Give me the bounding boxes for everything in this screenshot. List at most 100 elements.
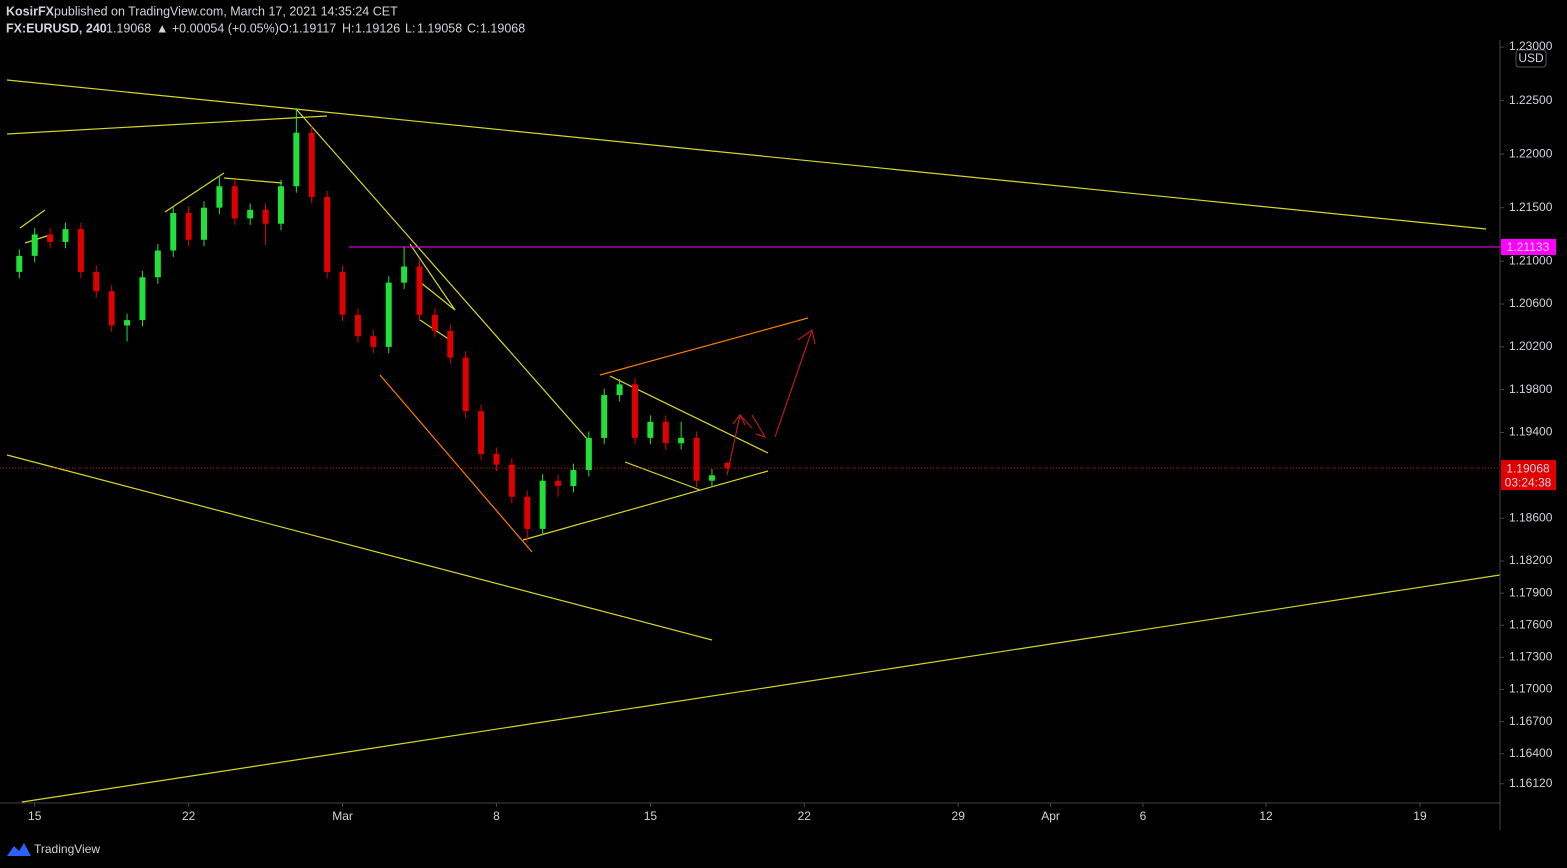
trend-line — [409, 243, 456, 311]
x-tick-label: 12 — [1259, 809, 1273, 823]
y-tick-label: 1.20200 — [1509, 339, 1553, 353]
forecast-arrow — [751, 414, 767, 439]
y-tick-label: 1.16400 — [1509, 746, 1553, 760]
c-label: C: — [467, 21, 480, 35]
trend-line — [19, 209, 46, 229]
y-tick-label: 1.23000 — [1509, 39, 1553, 53]
trend-line — [21, 574, 1501, 803]
l-value: 1.19058 — [417, 21, 462, 35]
y-tick-label: 1.21000 — [1509, 253, 1553, 267]
candle-body — [662, 421, 669, 444]
candle-body — [31, 234, 38, 256]
level-label: 1.21133 — [1507, 240, 1550, 254]
currency-box[interactable] — [1515, 49, 1547, 68]
symbol: FX:EURUSD, 240 — [6, 21, 107, 35]
candle-body — [247, 209, 254, 219]
candle-body — [16, 255, 23, 272]
candle-body — [693, 437, 700, 481]
candle-body — [293, 132, 300, 187]
y-tick-label: 1.18200 — [1509, 553, 1553, 567]
candle-body — [724, 462, 731, 469]
candle-body — [308, 132, 315, 197]
x-tick-label: 19 — [1413, 809, 1427, 823]
h-value: 1.19126 — [355, 21, 400, 35]
currency[interactable]: USD — [1518, 51, 1544, 65]
y-tick-label: 1.16700 — [1509, 714, 1553, 728]
x-tick-label: 6 — [1140, 809, 1147, 823]
y-tick-label: 1.17900 — [1509, 585, 1553, 599]
y-tick-label: 1.17600 — [1509, 617, 1553, 631]
candle-body — [139, 277, 146, 321]
y-tick-label: 1.21500 — [1509, 200, 1553, 214]
y-tick-label: 1.22000 — [1509, 146, 1553, 160]
x-tick-label: 22 — [182, 809, 196, 823]
countdown: 03:24:38 — [1505, 475, 1552, 489]
candle-body — [154, 250, 161, 278]
candle-body — [631, 384, 638, 438]
x-tick-label: 15 — [644, 809, 658, 823]
candle-body — [431, 314, 438, 331]
candle-body — [447, 330, 454, 358]
candle-body — [508, 464, 515, 497]
x-tick-label: Mar — [332, 809, 353, 823]
trend-line — [164, 172, 225, 213]
candle-body — [708, 475, 715, 481]
trend-line — [6, 79, 1487, 230]
trend-line — [223, 177, 283, 184]
candle-body — [324, 196, 331, 272]
x-tick-label: 8 — [493, 809, 500, 823]
level-badge — [1501, 238, 1556, 255]
candle-body — [77, 229, 84, 272]
candle-body — [354, 314, 361, 337]
trend-line — [522, 470, 769, 541]
y-tick-label: 1.17300 — [1509, 650, 1553, 664]
candle-body — [555, 480, 562, 487]
candle-body — [370, 336, 377, 347]
h-label: H: — [342, 21, 355, 35]
channel-line — [379, 374, 533, 553]
candle-body — [339, 271, 346, 315]
candle-body — [216, 186, 223, 208]
candle-body — [524, 496, 531, 529]
last-price-label: 1.19068 — [1506, 461, 1550, 475]
candle-body — [385, 282, 392, 347]
footer-brand[interactable]: TradingView — [34, 842, 100, 856]
candle-body — [47, 234, 54, 242]
channel-line — [599, 317, 809, 376]
trend-line — [296, 109, 589, 441]
candle-body — [170, 213, 177, 251]
forecast-arrow — [774, 329, 813, 438]
y-tick-label: 1.17000 — [1509, 682, 1553, 696]
candle-body — [124, 320, 131, 326]
author: KosirFX — [6, 4, 55, 18]
arrow-head — [732, 413, 746, 426]
price: 1.19068 — [106, 21, 151, 35]
candle-body — [231, 186, 238, 219]
y-tick-label: 1.19800 — [1509, 382, 1553, 396]
o-label: O: — [279, 21, 292, 35]
last-price-badge — [1501, 460, 1556, 491]
candle-body — [647, 421, 654, 438]
candle-body — [493, 453, 500, 465]
y-tick-label: 1.18600 — [1509, 510, 1553, 524]
candle-body — [277, 186, 284, 224]
candle-body — [462, 357, 469, 412]
x-tick-label: 22 — [798, 809, 812, 823]
candle-body — [262, 209, 269, 224]
candle-body — [201, 207, 208, 240]
trend-line — [6, 454, 713, 641]
candle-body — [570, 470, 577, 487]
candle-body — [62, 229, 69, 242]
y-tick-label: 1.19400 — [1509, 425, 1553, 439]
arrow-head — [797, 328, 816, 345]
candle-body — [539, 480, 546, 529]
candle-body — [185, 213, 192, 240]
logo-icon — [7, 843, 31, 856]
x-tick-label: 29 — [952, 809, 966, 823]
c-value: 1.19068 — [480, 21, 525, 35]
candle-body — [401, 266, 408, 283]
candle-body — [478, 411, 485, 454]
